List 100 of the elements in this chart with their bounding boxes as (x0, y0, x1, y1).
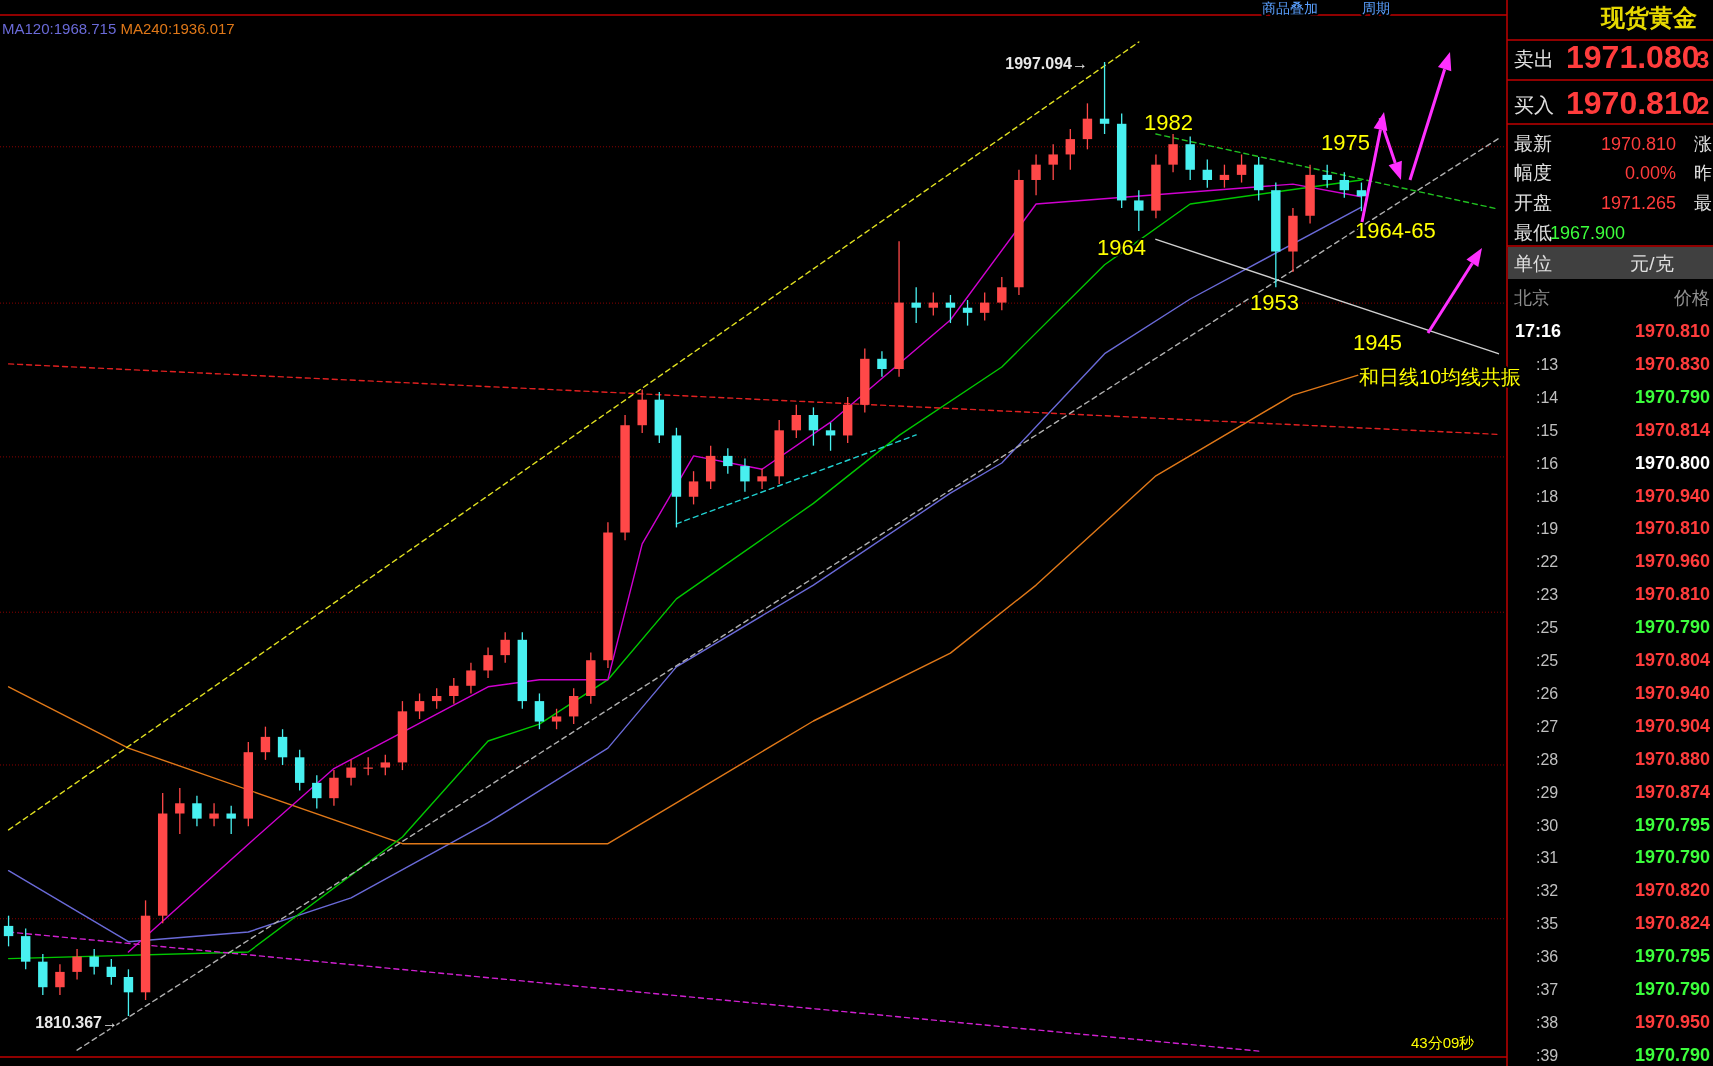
candlestick (1048, 143, 1058, 181)
candlestick (568, 687, 579, 725)
category-label: :18 (1536, 487, 1559, 505)
candlestick (1134, 189, 1144, 232)
candlestick (3, 915, 14, 947)
candlestick (979, 291, 990, 322)
text: 1970.814 (1634, 419, 1710, 440)
text: 0.00% (1624, 163, 1676, 183)
annotation: 1997.094→ (1005, 55, 1088, 72)
category-label: :31 (1536, 849, 1559, 867)
candlestick (329, 769, 339, 807)
category-label: :35 (1536, 915, 1559, 933)
text: 1970.810 (1634, 321, 1710, 341)
candlestick (723, 447, 733, 475)
text: 1970.790 (1634, 847, 1710, 868)
text: 1970.940 (1634, 682, 1710, 703)
text: 最 (1694, 193, 1712, 213)
candlestick (997, 276, 1007, 311)
candlestick (877, 350, 887, 378)
text: 1970.795 (1634, 946, 1710, 967)
candlestick (551, 708, 562, 730)
candlestick (1099, 61, 1110, 135)
category-label: :26 (1536, 684, 1559, 702)
candlestick (346, 759, 356, 787)
candlestick (740, 457, 750, 493)
text: 1970.824 (1634, 913, 1710, 934)
text: 1970.810 (1634, 584, 1710, 605)
text: 幅度 (1514, 162, 1552, 183)
category-label: :29 (1536, 783, 1559, 801)
candlestick (123, 968, 134, 1017)
candlestick (945, 294, 956, 324)
annotation: 1945 (1353, 330, 1402, 355)
text: 北京 (1514, 288, 1550, 308)
candlestick (1339, 171, 1350, 199)
candlestick (1236, 153, 1247, 184)
candlestick (89, 948, 99, 976)
candlestick (1082, 102, 1093, 150)
candlestick (380, 754, 391, 776)
candlestick (72, 948, 82, 981)
annotation: 1975 (1321, 130, 1370, 155)
text: 1970.950 (1634, 1011, 1710, 1032)
category-label: :25 (1536, 619, 1559, 637)
text: 1970.804 (1634, 650, 1710, 670)
text: 价格 (1673, 288, 1710, 308)
text: 1970.904 (1634, 715, 1710, 736)
text: MA120:1968.715 (2, 20, 117, 37)
text: 买入 (1514, 94, 1554, 116)
annotation: 1953 (1250, 290, 1299, 315)
candlestick (688, 470, 699, 506)
category-label: :28 (1536, 750, 1559, 768)
text: 1970.820 (1634, 880, 1710, 901)
candlestick (106, 958, 117, 986)
candlestick (277, 728, 288, 766)
candlestick (1219, 164, 1230, 189)
category-label: :32 (1536, 882, 1559, 900)
category-label: :14 (1536, 388, 1559, 406)
category-label: :39 (1536, 1046, 1559, 1064)
category-label: :25 (1536, 652, 1559, 669)
annotation: 1964-65 (1355, 218, 1436, 243)
text: 1970.790 (1634, 979, 1710, 999)
text: 元/克 (1630, 253, 1674, 274)
text: 昨 (1694, 163, 1712, 183)
category-label: :38 (1536, 1013, 1559, 1031)
category-label: :16 (1536, 454, 1559, 472)
candlestick (312, 774, 322, 810)
candlestick (175, 787, 185, 835)
candlestick (928, 291, 939, 317)
text: MA240:1936.017 (116, 20, 235, 37)
text: 1970.800 (1634, 452, 1710, 473)
text: 1970.940 (1634, 485, 1710, 506)
text: 开盘 (1514, 192, 1552, 213)
text: 1970.830 (1634, 353, 1710, 374)
candlestick (226, 805, 236, 835)
text: 43分09秒 (1411, 1034, 1475, 1051)
candlestick (1031, 153, 1041, 196)
text: 涨 (1694, 134, 1712, 154)
candlestick (449, 677, 459, 705)
text: 1971.265 (1600, 193, 1676, 213)
category-label: :19 (1536, 520, 1559, 538)
text: 1970.790 (1634, 617, 1710, 638)
candlestick (1168, 133, 1178, 173)
candlestick (500, 631, 510, 664)
candlestick (791, 404, 802, 439)
candlestick (911, 286, 921, 324)
candlestick (808, 406, 819, 447)
annotation: 1810.367→ (35, 1014, 118, 1031)
text: 1970.790 (1634, 1044, 1710, 1065)
candlestick (414, 692, 425, 720)
candlestick (534, 692, 545, 730)
text: 单位 (1514, 253, 1552, 274)
text: 卖出 (1514, 48, 1554, 70)
category-label: :30 (1536, 816, 1559, 834)
candlestick (260, 726, 271, 761)
candlestick (1065, 128, 1076, 171)
category-label: 17:16 (1515, 321, 1562, 341)
candlestick (1202, 158, 1213, 189)
annotation: 1982 (1144, 110, 1193, 135)
category-label: :23 (1536, 586, 1559, 604)
category-label: :36 (1536, 948, 1559, 966)
text: 现货黄金 (1600, 4, 1697, 31)
